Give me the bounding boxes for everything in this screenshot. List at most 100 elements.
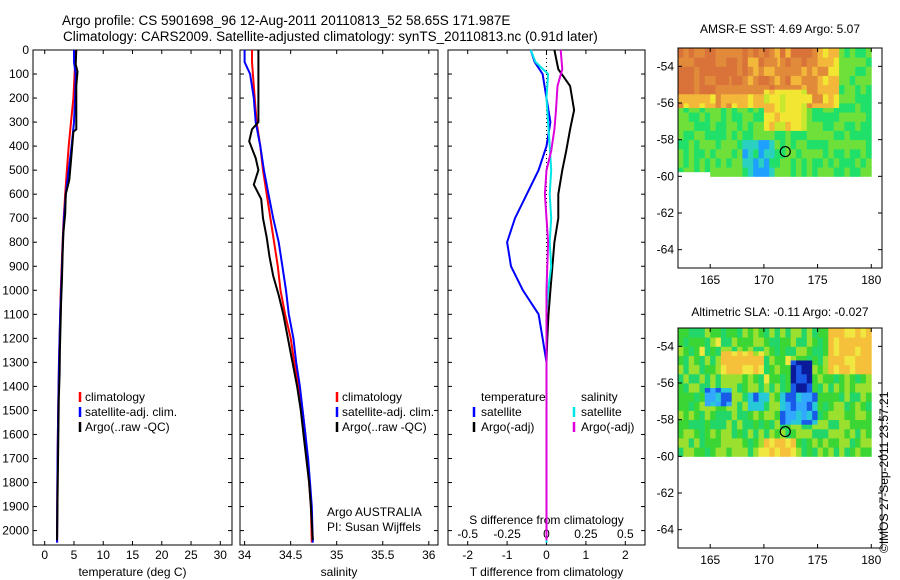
map-cell [865,350,869,356]
map-cell [806,401,810,407]
map-cell [857,66,861,72]
map-cell [712,332,716,338]
map-cell [686,89,690,95]
map-cell [737,401,741,407]
map-cell [715,153,719,159]
map-cell [739,135,743,141]
map-cell [755,153,759,159]
map-cell [785,373,789,379]
map-cell [753,401,757,407]
map-cell [777,433,781,439]
map-cell [718,162,722,168]
map-cell [702,401,706,407]
map-cell [782,447,786,453]
map-cell [817,66,821,72]
map-cell [761,410,765,416]
map-cell [763,364,767,370]
map-cell [734,107,738,113]
map-cell [712,415,716,421]
map-cell [723,139,727,145]
map-cell [831,419,835,425]
map-cell [812,158,816,163]
map-cell [702,125,706,131]
map-cell [737,419,741,425]
map-cell [825,84,829,90]
map-cell [745,328,749,333]
map-cell [691,84,695,90]
map-cell [793,332,797,338]
map-cell [804,328,808,333]
map-cell [680,135,684,141]
map-cell [790,373,794,379]
map-cell [817,158,821,163]
map-cell [804,396,808,402]
map-cell [844,158,848,163]
map-cell [809,153,813,159]
map-cell [863,130,867,136]
map-cell [801,75,805,81]
map-cell [718,93,722,99]
map-cell [806,392,810,398]
map-cell [844,438,848,443]
map-cell [825,346,829,352]
map-cell [780,135,784,141]
map-cell [734,98,738,104]
map-cell [780,355,784,361]
map-cell [737,433,741,439]
map-cell [782,52,786,58]
map-cell [798,52,802,58]
map-cell [841,383,845,388]
map-cell [731,442,735,448]
map-cell [857,52,861,58]
map-cell [734,89,738,95]
map-cell [817,428,821,434]
map-cell [734,66,738,72]
map-cell [857,405,861,411]
map-cell [790,442,794,448]
map-cell [798,337,802,343]
map-cell [750,125,754,131]
map-cell [774,364,778,370]
map-cell [699,387,703,393]
map-cell [806,52,810,58]
map-cell [844,98,848,104]
map-cell [788,401,792,407]
map-cell [780,70,784,76]
map-cell [694,112,698,118]
map-cell [833,369,837,375]
map-cell [782,346,786,352]
map-cell [707,415,711,421]
map-cell [742,424,746,430]
map-cell [739,125,743,131]
map-cell [696,383,700,388]
map-cell [686,396,690,402]
map-cell [801,383,805,388]
map-cell [742,135,746,141]
map-cell [734,383,738,388]
map-cell [699,442,703,448]
map-cell [763,428,767,434]
map-cell [806,93,810,99]
map-cell [747,103,751,108]
map-cell [809,341,813,347]
y-tick-label: 900 [9,259,29,273]
map-cell [790,360,794,366]
map-cell [755,70,759,76]
map-cell [809,378,813,384]
map-cell [712,410,716,416]
map-cell [766,48,770,53]
map-cell [814,346,818,352]
map-cell [696,451,700,457]
map-cell [723,383,727,388]
map-cell [774,107,778,113]
map-cell [696,369,700,375]
map-cell [812,396,816,402]
map-cell [788,61,792,67]
map-cell [696,70,700,76]
map-cell [699,341,703,347]
map-cell [758,332,762,338]
map-cell [729,75,733,81]
map-cell [820,89,824,95]
map-cell [812,103,816,108]
map-cell [715,162,719,168]
